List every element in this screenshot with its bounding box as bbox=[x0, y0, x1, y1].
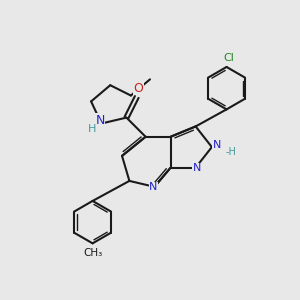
Text: -H: -H bbox=[225, 147, 236, 158]
Text: CH₃: CH₃ bbox=[83, 248, 102, 258]
Text: N: N bbox=[149, 182, 158, 192]
Text: N: N bbox=[213, 140, 221, 150]
Text: N: N bbox=[95, 114, 105, 127]
Text: N: N bbox=[193, 163, 201, 173]
Text: Cl: Cl bbox=[224, 53, 234, 63]
Text: H: H bbox=[88, 124, 96, 134]
Text: O: O bbox=[133, 82, 143, 95]
